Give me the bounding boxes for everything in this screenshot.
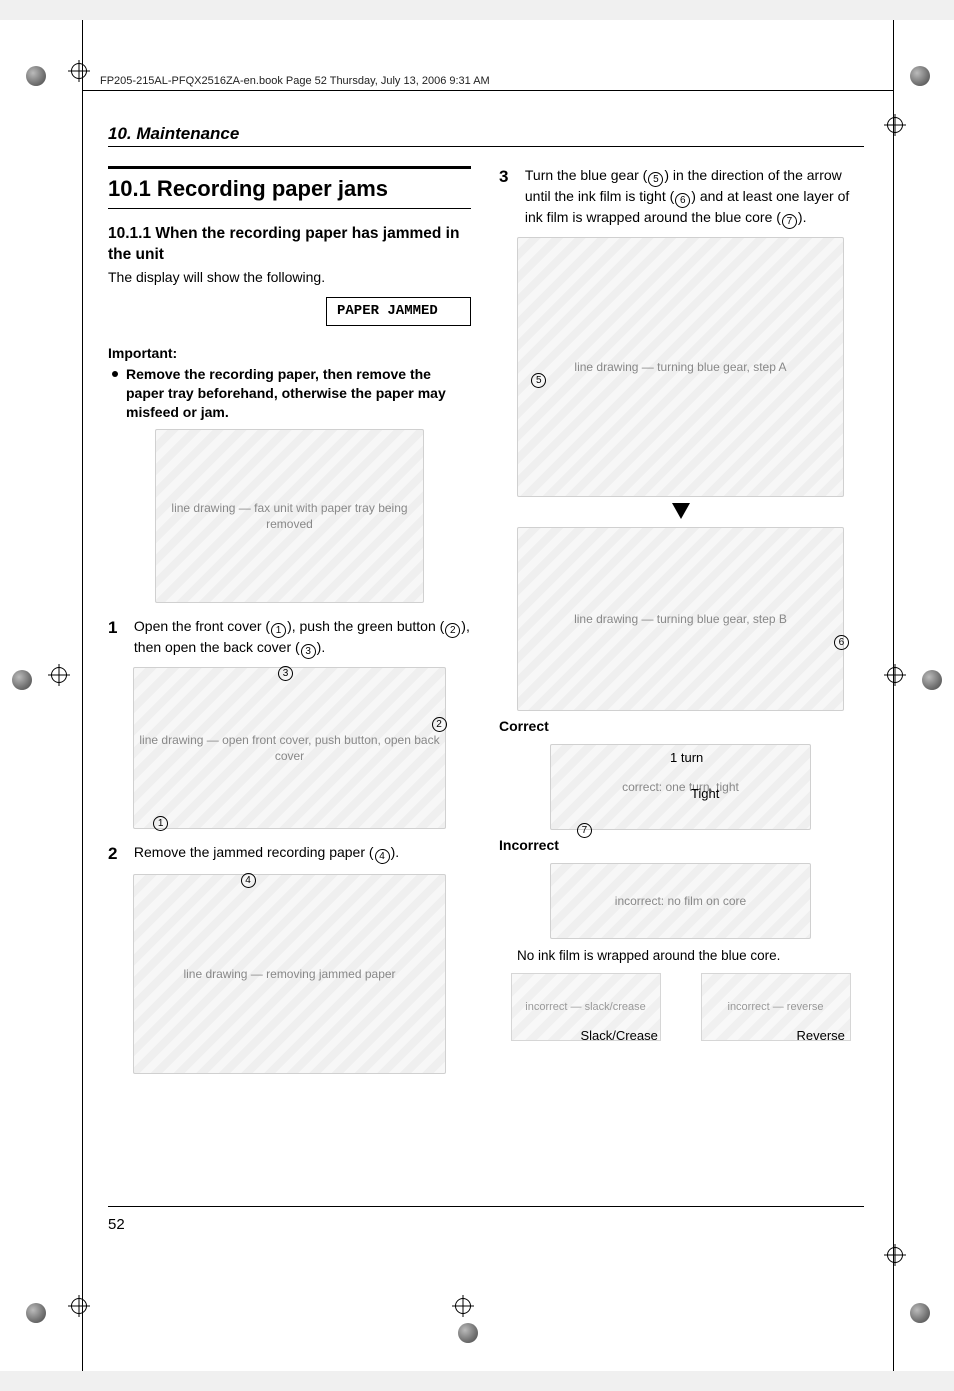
figure-remove-paper: line drawing — removing jammed paper 4 — [133, 874, 445, 1074]
callout-1: 1 — [271, 623, 286, 638]
important-bullet-list: Remove the recording paper, then remove … — [108, 365, 471, 422]
intro-text: The display will show the following. — [108, 268, 471, 287]
step-text: Turn the blue gear (5) in the direction … — [525, 166, 862, 229]
callout-2: 2 — [432, 717, 447, 732]
text: ). — [798, 209, 807, 225]
step-1: 1 Open the front cover (1), push the gre… — [108, 617, 471, 659]
callout-3: 3 — [278, 666, 293, 681]
figure-correct: correct: one turn, tight 1 turn Tight 7 — [550, 744, 811, 830]
step-text: Remove the jammed recording paper (4). — [134, 843, 471, 864]
callout-2: 2 — [445, 623, 460, 638]
text: Turn the blue gear ( — [525, 167, 647, 183]
callout-4: 4 — [375, 849, 390, 864]
running-head: 10. Maintenance — [108, 124, 239, 144]
step-number: 2 — [108, 843, 130, 866]
figure-incorrect: incorrect: no film on core — [550, 863, 811, 939]
figure-reverse: incorrect — reverse Reverse — [701, 973, 851, 1041]
figure-open-covers: line drawing — open front cover, push bu… — [133, 667, 445, 829]
header-source-line: FP205-215AL-PFQX2516ZA-en.book Page 52 T… — [100, 75, 490, 87]
page-number: 52 — [108, 1216, 125, 1233]
page: FP205-215AL-PFQX2516ZA-en.book Page 52 T… — [0, 20, 954, 1371]
callout-7: 7 — [782, 214, 797, 229]
footer-rule — [108, 1206, 864, 1207]
figure-remove-tray: line drawing — fax unit with paper tray … — [155, 429, 424, 603]
callout-5: 5 — [531, 373, 546, 388]
arrow-down-icon — [672, 503, 690, 519]
reg-dot-bl — [26, 1303, 46, 1323]
reg-mark-bc — [452, 1295, 474, 1317]
callout-5: 5 — [648, 172, 663, 187]
reg-dot-mr — [922, 670, 942, 690]
reg-dot-br — [910, 1303, 930, 1323]
callout-7: 7 — [577, 823, 592, 838]
section-rule-bottom — [108, 208, 471, 209]
reg-mark-bl — [68, 1295, 90, 1317]
incorrect-caption: No ink film is wrapped around the blue c… — [517, 947, 862, 965]
figure-turn-gear-a: line drawing — turning blue gear, step A… — [517, 237, 844, 497]
crop-line-left — [82, 20, 83, 1371]
slack-label: Slack/Crease — [581, 1027, 658, 1045]
text: ). — [391, 844, 400, 860]
text: ). — [317, 639, 326, 655]
reg-dot-tl — [26, 66, 46, 86]
step-number: 1 — [108, 617, 130, 640]
text: ), push the green button ( — [287, 618, 444, 634]
right-column: 3 Turn the blue gear (5) in the directio… — [499, 166, 862, 1195]
reverse-label: Reverse — [797, 1027, 845, 1045]
callout-1: 1 — [153, 816, 168, 831]
callout-6: 6 — [834, 635, 849, 650]
callout-3: 3 — [301, 644, 316, 659]
figure-placeholder: incorrect: no film on core — [550, 863, 811, 939]
subsection-title: 10.1.1 When the recording paper has jamm… — [108, 223, 471, 266]
reg-mark-br — [884, 1244, 906, 1266]
callout-6: 6 — [675, 193, 690, 208]
annot-1turn: 1 turn — [670, 749, 703, 767]
text: Open the front cover ( — [134, 618, 270, 634]
important-bullet: Remove the recording paper, then remove … — [126, 365, 471, 422]
important-label: Important: — [108, 344, 471, 363]
step-2: 2 Remove the jammed recording paper (4). — [108, 843, 471, 866]
figure-placeholder: line drawing — turning blue gear, step A — [517, 237, 844, 497]
figure-placeholder: line drawing — fax unit with paper tray … — [155, 429, 424, 603]
crop-line-right — [893, 20, 894, 1371]
section-title: 10.1 Recording paper jams — [108, 174, 471, 204]
incorrect-row: incorrect — slack/crease Slack/Crease in… — [499, 973, 862, 1041]
text: Remove the jammed recording paper ( — [134, 844, 374, 860]
reg-mark-mr — [884, 664, 906, 686]
figure-placeholder: line drawing — open front cover, push bu… — [133, 667, 445, 829]
callout-4: 4 — [241, 873, 256, 888]
reg-dot-tr — [910, 66, 930, 86]
display-message-box: PAPER JAMMED — [326, 297, 471, 326]
reg-mark-tr — [884, 114, 906, 136]
reg-dot-ml — [12, 670, 32, 690]
figure-slack: incorrect — slack/crease Slack/Crease — [511, 973, 661, 1041]
correct-label: Correct — [499, 717, 862, 736]
figure-placeholder: line drawing — removing jammed paper — [133, 874, 445, 1074]
reg-dot-bc — [458, 1323, 478, 1343]
step-number: 3 — [499, 166, 521, 189]
reg-mark-tl — [68, 60, 90, 82]
reg-mark-ml — [48, 664, 70, 686]
incorrect-label: Incorrect — [499, 836, 862, 855]
annot-tight: Tight — [691, 785, 719, 803]
figure-turn-gear-b: line drawing — turning blue gear, step B… — [517, 527, 844, 711]
figure-placeholder: line drawing — turning blue gear, step B — [517, 527, 844, 711]
content-area: 10.1 Recording paper jams 10.1.1 When th… — [108, 166, 862, 1195]
step-text: Open the front cover (1), push the green… — [134, 617, 471, 659]
section-rule-top — [108, 166, 471, 169]
left-column: 10.1 Recording paper jams 10.1.1 When th… — [108, 166, 471, 1195]
header-rule — [82, 90, 894, 91]
step-3: 3 Turn the blue gear (5) in the directio… — [499, 166, 862, 229]
running-head-rule — [108, 146, 864, 147]
